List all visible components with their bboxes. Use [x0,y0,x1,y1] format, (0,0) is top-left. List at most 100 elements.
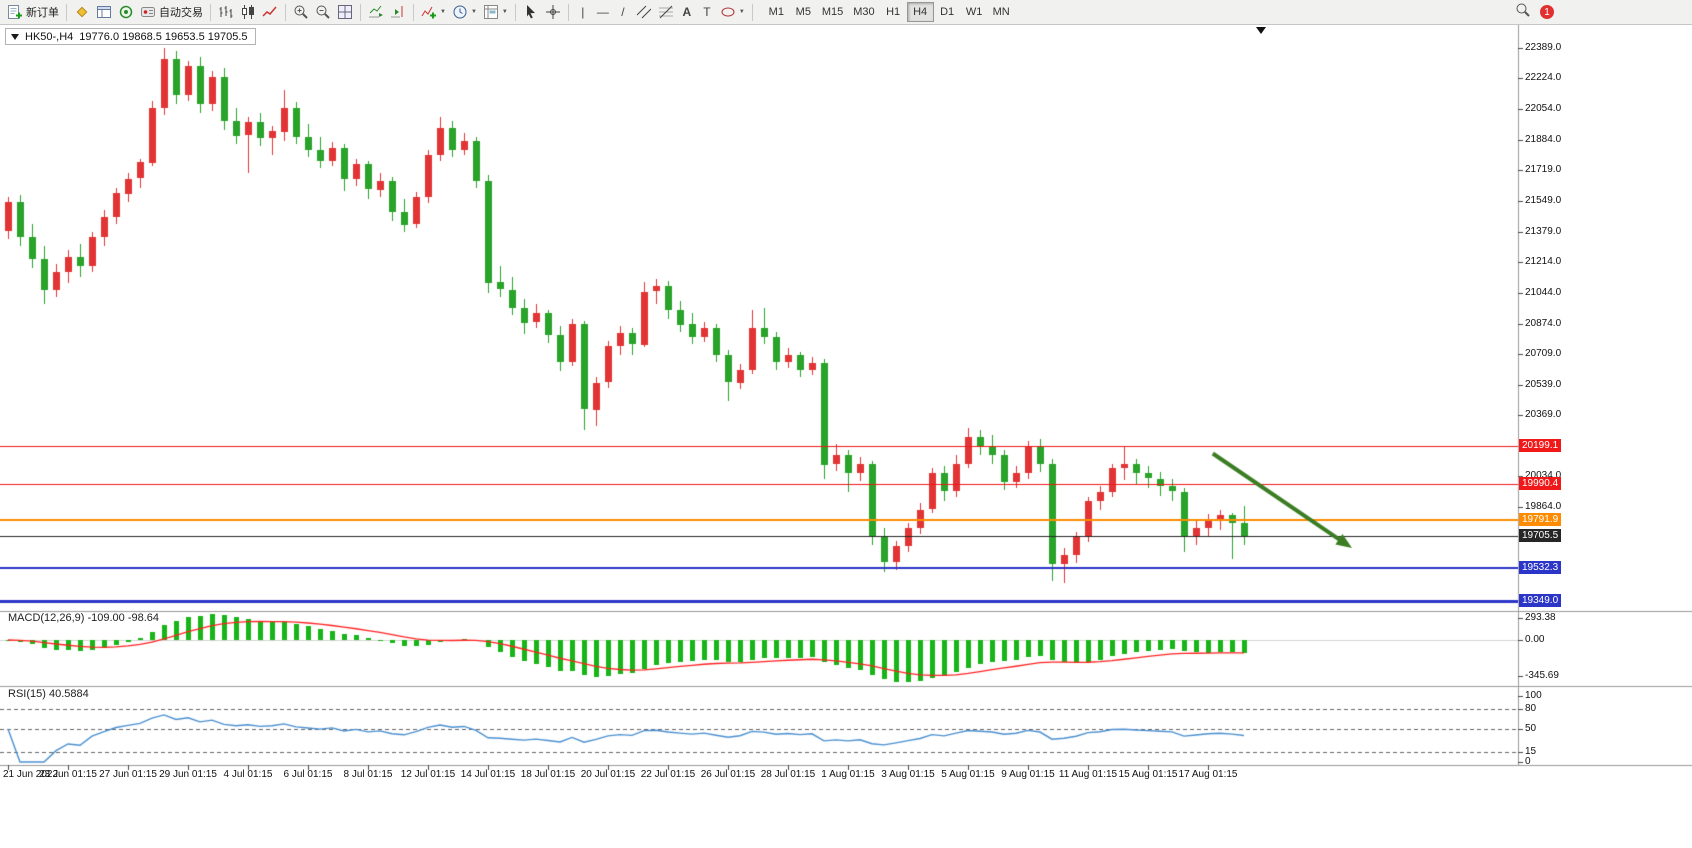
price-axis-label: 20539.0 [1525,378,1562,390]
chart-shift-button[interactable] [387,1,409,23]
crosshair-button[interactable] [542,1,564,23]
macd-values: -109.00 -98.64 [87,612,160,624]
time-axis-label: 23 Jun 01:15 [39,769,97,780]
price-axis-label: 21884.0 [1525,133,1562,145]
hline-price-tag: 20199.1 [1519,439,1562,453]
timeframe-m1-button[interactable]: M1 [768,6,784,18]
data-window-icon [96,4,112,20]
market-watch-button[interactable] [71,1,93,23]
autotrading-button[interactable]: 自动交易 [137,1,206,23]
text-icon: A [682,5,692,19]
periods-button[interactable]: ▼ [449,1,480,23]
macd-scale-label: 0.00 [1525,634,1545,645]
rsi-scale-label: 100 [1525,690,1542,701]
new-order-button[interactable]: 新订单 [4,1,62,23]
timeframe-m30-button[interactable]: M30 [853,6,875,18]
time-axis-label: 9 Aug 01:15 [1001,769,1055,780]
new-order-icon [7,4,23,20]
chart-ohlc-values: 19776.0 19868.5 19653.5 19705.5 [79,30,248,43]
price-axis-label: 21719.0 [1525,163,1562,175]
time-axis-label: 18 Jul 01:15 [520,769,576,780]
market-watch-icon [74,4,90,20]
text-button[interactable]: A [677,1,697,23]
toolbar-separator [360,3,361,21]
notification-badge[interactable]: 1 [1540,5,1554,19]
zoom-out-button[interactable] [312,1,334,23]
search-icon[interactable] [1515,2,1531,23]
price-chart-canvas[interactable] [0,25,1692,848]
hline-price-tag: 19532.3 [1519,560,1562,574]
macd-name: MACD(12,26,9) [8,612,85,624]
time-axis-label: 8 Jul 01:15 [343,769,393,780]
chevron-down-icon: ▼ [440,9,446,15]
time-axis-label: 22 Jul 01:15 [640,769,696,780]
toolbar-separator [210,3,211,21]
toolbar-separator [285,3,286,21]
price-axis-label: 19864.0 [1525,501,1562,513]
time-axis-label: 28 Jul 01:15 [760,769,816,780]
toolbar-separator [66,3,67,21]
line-chart-button[interactable] [259,1,281,23]
price-axis-label: 20874.0 [1525,317,1562,329]
zoom-in-button[interactable] [290,1,312,23]
price-axis-label: 22054.0 [1525,102,1562,114]
chart-info-box: HK50-,H4 19776.0 19868.5 19653.5 19705.5 [5,28,256,45]
tile-windows-icon [337,4,353,20]
time-axis-label: 15 Aug 01:15 [1118,769,1178,780]
time-axis-label: 20 Jul 01:15 [580,769,636,780]
rsi-indicator-label: RSI(15) 40.5884 [8,688,89,700]
label-button[interactable]: T [697,1,717,23]
macd-indicator-label: MACD(12,26,9) -109.00 -98.64 [8,612,159,624]
indicators-icon [421,4,437,20]
timeframe-m5-button[interactable]: M5 [795,6,811,18]
toolbar-separator [413,3,414,21]
auto-scroll-icon [368,4,384,20]
vertical-line-button[interactable]: | [573,1,593,23]
chevron-down-icon: ▼ [470,9,477,15]
navigator-icon [118,4,134,20]
candlestick-chart-icon [240,4,256,20]
price-axis-label: 21379.0 [1525,225,1562,237]
magnifier-plus-icon [293,4,309,20]
channel-button[interactable] [633,1,655,23]
timeframe-m15-button[interactable]: M15 [821,6,844,18]
tile-windows-button[interactable] [334,1,356,23]
time-axis-label: 3 Aug 01:15 [881,769,935,780]
chevron-down-icon: ▼ [738,9,745,15]
cursor-button[interactable] [520,1,542,23]
timeframe-h4-button[interactable]: H4 [906,2,934,22]
shapes-button[interactable]: ▼ [717,1,748,23]
templates-button[interactable]: ▼ [480,1,511,23]
channel-icon [636,4,652,20]
bar-chart-button[interactable] [215,1,237,23]
time-axis-label: 6 Jul 01:15 [283,769,333,780]
template-icon [483,4,499,20]
timeframe-d1-button[interactable]: D1 [940,6,955,18]
chart-shift-marker[interactable] [1256,27,1266,34]
fibonacci-button[interactable] [655,1,677,23]
time-axis-label: 12 Jul 01:15 [400,769,456,780]
timeframe-mn-button[interactable]: MN [992,6,1010,18]
timeframe-w1-button[interactable]: W1 [965,6,983,18]
horizontal-line-icon: — [596,5,609,19]
price-axis-label: 22224.0 [1525,72,1562,83]
time-axis-label: 5 Aug 01:15 [941,769,995,780]
one-click-trading-toggle-icon[interactable] [11,33,19,40]
horizontal-line-button[interactable]: — [593,1,613,23]
indicators-button[interactable]: ▼ [418,1,449,23]
trendline-button[interactable]: / [613,1,633,23]
time-axis-label: 1 Aug 01:15 [821,769,875,780]
price-axis-label: 20709.0 [1525,347,1562,359]
navigator-button[interactable] [115,1,137,23]
time-axis-label: 14 Jul 01:15 [460,769,516,780]
price-axis-label: 20034.0 [1525,470,1562,482]
current-price-tag: 19705.5 [1519,529,1562,543]
auto-scroll-button[interactable] [365,1,387,23]
cursor-icon [523,4,539,20]
price-axis-label: 21044.0 [1525,286,1562,298]
timeframe-h1-button[interactable]: H1 [886,6,901,18]
candlestick-chart-button[interactable] [237,1,259,23]
clock-icon [452,4,468,20]
data-window-button[interactable] [93,1,115,23]
